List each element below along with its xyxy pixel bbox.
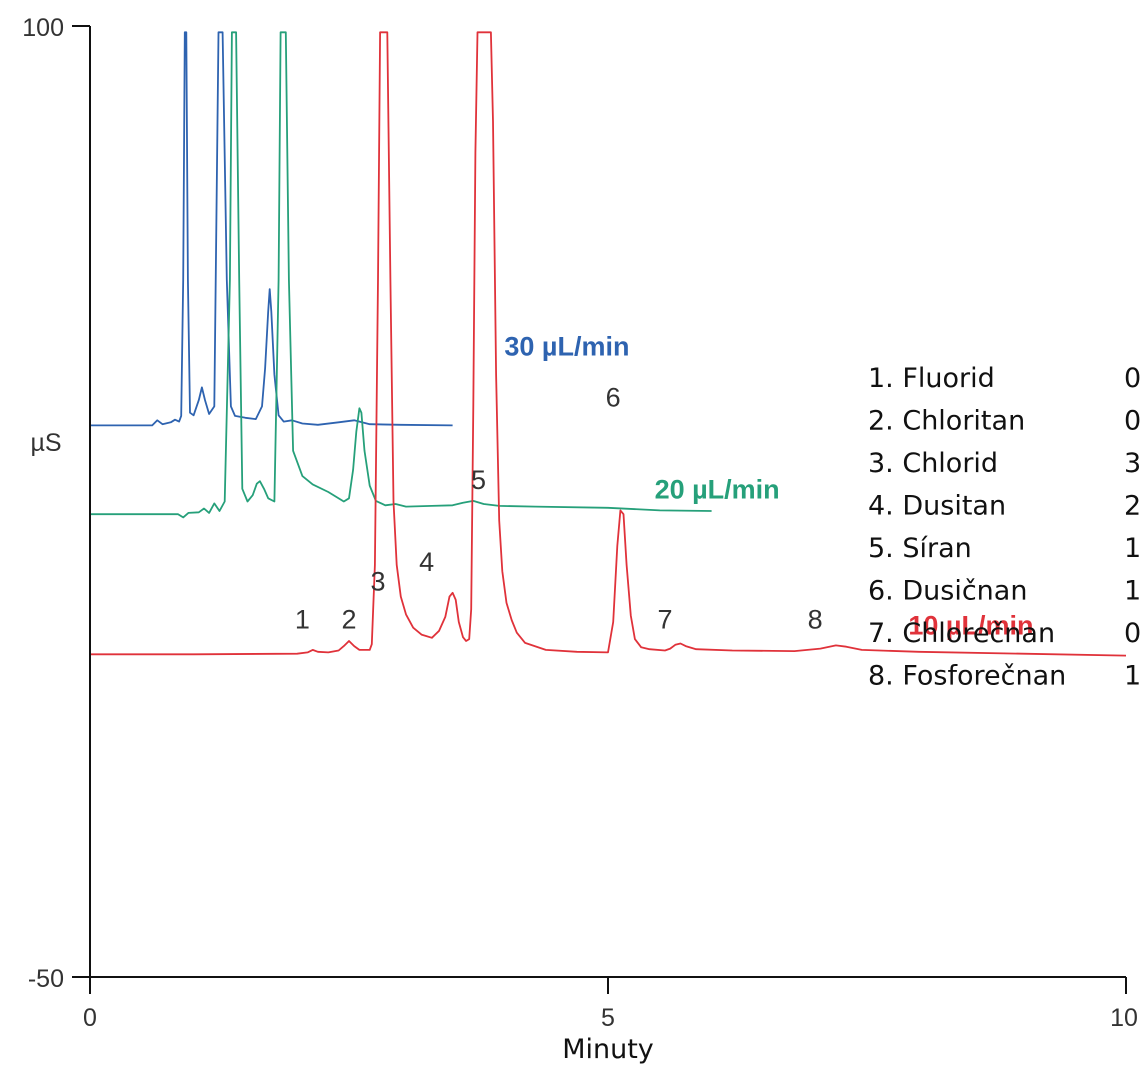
legend-item-value-6: 1 bbox=[1124, 576, 1141, 607]
peak-label-4: 4 bbox=[419, 547, 434, 577]
peak-label-7: 7 bbox=[657, 604, 672, 634]
series-line-1 bbox=[90, 31, 453, 427]
series-label-3: 10 µL/min bbox=[908, 611, 1033, 641]
series-line-2 bbox=[90, 31, 712, 519]
legend-item-value-2: 0 bbox=[1124, 406, 1141, 437]
peak-label-6: 6 bbox=[606, 382, 621, 412]
y-tick-label-bottom: -50 bbox=[28, 965, 64, 993]
legend-item-6: 6. Dusičnan bbox=[868, 576, 1027, 607]
series-label-1: 30 µL/min bbox=[504, 332, 629, 362]
legend-item-value-1: 0 bbox=[1124, 363, 1141, 394]
chart-traces bbox=[90, 31, 1127, 657]
legend-item-4: 4. Dusitan bbox=[868, 491, 1006, 522]
peak-label-2: 2 bbox=[341, 604, 356, 634]
legend-item-value-3: 3 bbox=[1124, 448, 1141, 479]
y-axis-title: µS bbox=[30, 429, 61, 457]
peak-label-8: 8 bbox=[808, 604, 823, 634]
peak-label-1: 1 bbox=[295, 604, 310, 634]
legend-item-2: 2. Chloritan bbox=[868, 406, 1025, 437]
series-line-3 bbox=[90, 31, 1127, 657]
legend-item-1: 1. Fluorid bbox=[868, 363, 995, 394]
x-tick-label-5: 5 bbox=[601, 1004, 615, 1032]
x-tick-label-0: 0 bbox=[83, 1004, 97, 1032]
legend-item-value-8: 1 bbox=[1124, 661, 1141, 692]
legend-item-value-5: 1 bbox=[1124, 533, 1141, 564]
y-tick-label-top: 100 bbox=[22, 14, 64, 42]
legend-item-value-7: 0 bbox=[1124, 618, 1141, 649]
legend-item-7: 7. Chlorečnan bbox=[868, 618, 1055, 649]
chart-legend: 1. Fluorid 0 2. Chloritan 0 3. Chlorid 3 4. Du… bbox=[868, 363, 1141, 692]
legend-item-5: 5. Síran bbox=[868, 533, 972, 564]
legend-item-3: 3. Chlorid bbox=[868, 448, 998, 479]
x-axis-title: Minuty bbox=[562, 1034, 654, 1065]
legend-item-8: 8. Fosforečnan bbox=[868, 661, 1066, 692]
chart-axes: 100 -50 0 5 10 Minuty µS bbox=[22, 14, 1138, 1065]
x-tick-label-10: 10 bbox=[1110, 1004, 1138, 1032]
peak-label-5: 5 bbox=[471, 465, 486, 495]
legend-item-value-4: 2 bbox=[1124, 491, 1141, 522]
peak-label-3: 3 bbox=[370, 566, 385, 596]
series-label-2: 20 µL/min bbox=[655, 474, 780, 504]
